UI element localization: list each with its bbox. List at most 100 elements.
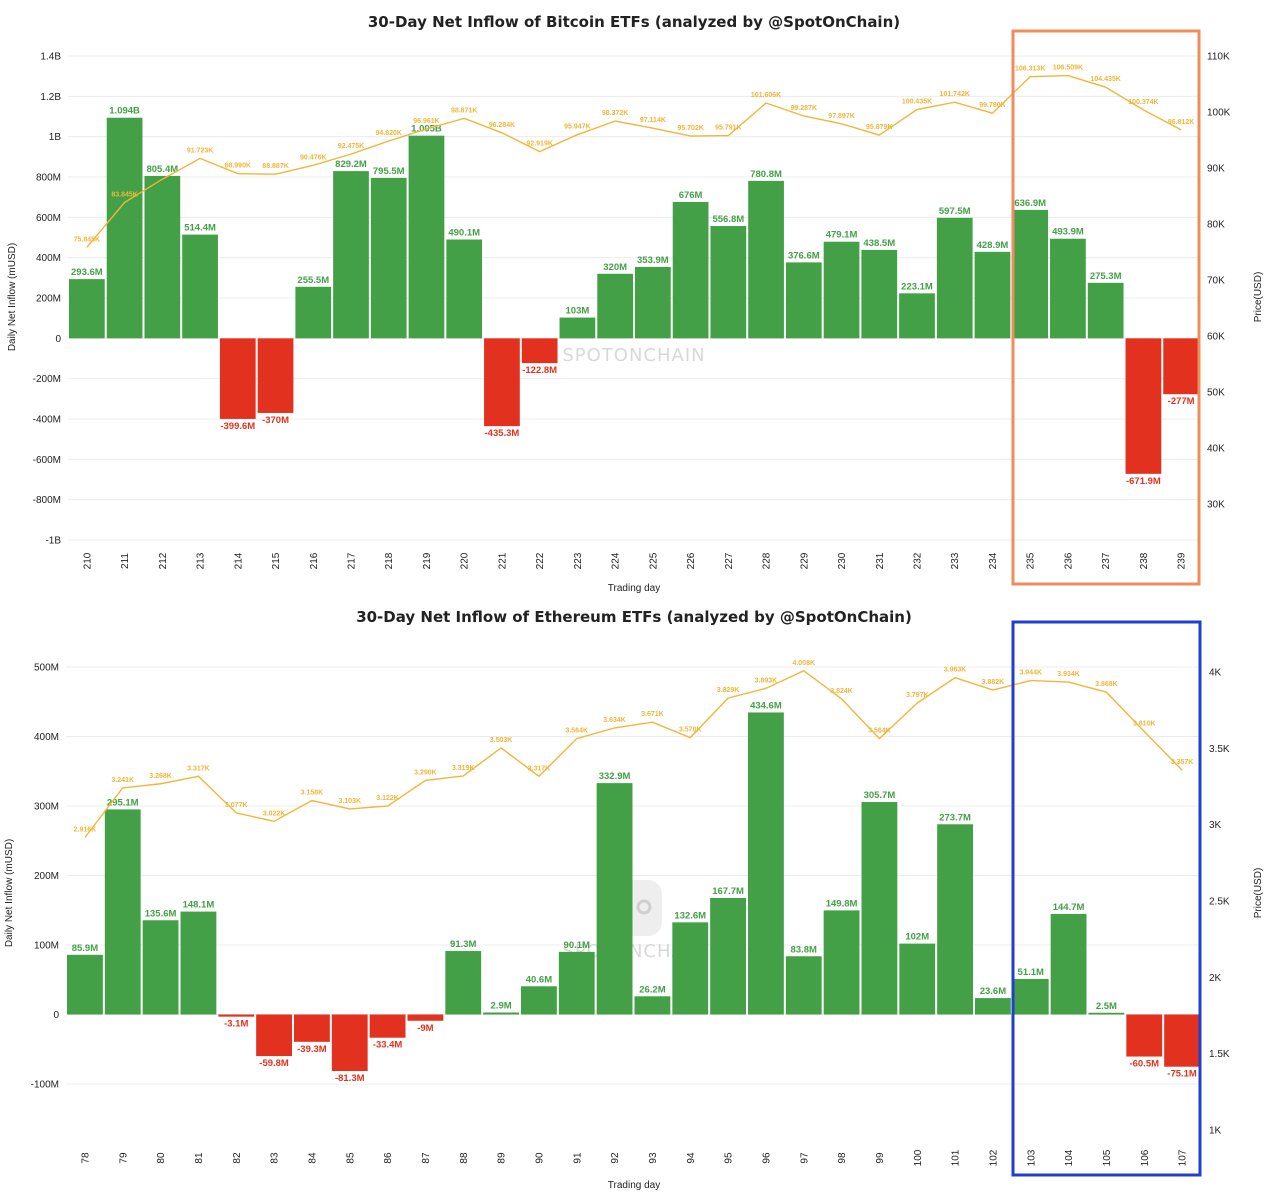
ethereum-price-label: 3.934K <box>1057 671 1080 678</box>
ethereum-bar-label: 91.3M <box>450 939 476 950</box>
bitcoin-price-label: 96.284K <box>489 122 515 129</box>
ethereum-price-label: 2.916K <box>74 826 97 833</box>
bitcoin-price-label: 95.879K <box>866 124 892 131</box>
bitcoin-x-tick-label: 234 <box>988 552 999 569</box>
bitcoin-bar-label: -122.8M <box>522 365 557 376</box>
ethereum-x-tick-label: 100 <box>913 1149 924 1166</box>
bitcoin-bar <box>635 266 671 339</box>
ethereum-bar-label: 273.7M <box>939 812 971 823</box>
bitcoin-price-label: 96.961K <box>413 118 439 125</box>
bitcoin-y-tick-label: 1.2B <box>40 92 61 103</box>
bitcoin-bar <box>823 241 860 339</box>
bitcoin-bar <box>785 262 822 339</box>
ethereum-bar <box>1126 1014 1163 1057</box>
ethereum-x-tick-label: 98 <box>837 1152 848 1164</box>
ethereum-x-tick-label: 91 <box>572 1152 583 1164</box>
bitcoin-price-label: 94.820K <box>375 130 401 137</box>
ethereum-bar-label: 40.6M <box>526 974 552 985</box>
bitcoin-price-label: 91.723K <box>187 147 213 154</box>
bitcoin-bar-label: -435.3M <box>485 428 520 439</box>
ethereum-y2-tick-label: 2K <box>1209 973 1222 984</box>
bitcoin-x-tick-label: 213 <box>196 552 207 569</box>
bitcoin-bar <box>559 317 596 339</box>
bitcoin-y2-tick-label: 60K <box>1207 332 1225 343</box>
bitcoin-price-label: 97.114K <box>640 117 666 124</box>
bitcoin-y2-tick-label: 70K <box>1207 276 1225 287</box>
bitcoin-gridlines <box>68 55 1200 541</box>
ethereum-bar-label: 135.6M <box>145 908 177 919</box>
ethereum-x-tick-label: 93 <box>648 1152 659 1164</box>
ethereum-price-label: 3.158K <box>301 790 324 797</box>
ethereum-bar <box>558 951 595 1015</box>
ethereum-price-label: 3.317K <box>528 765 551 772</box>
ethereum-price-label: 3.077K <box>225 802 248 809</box>
bitcoin-price-label: 104.435K <box>1090 76 1120 83</box>
ethereum-price-label: 3.671K <box>641 711 664 718</box>
ethereum-x-tick-label: 87 <box>421 1152 432 1164</box>
bitcoin-bar <box>710 226 747 339</box>
bitcoin-y-tick-label: 1.4B <box>40 52 61 63</box>
ethereum-price-label: 3.882K <box>982 679 1005 686</box>
ethereum-x-tick-label: 99 <box>875 1152 886 1164</box>
ethereum-bar-label: 102M <box>905 932 929 943</box>
ethereum-bar <box>1012 978 1049 1015</box>
ethereum-y2-axis-title: Price(USD) <box>1253 868 1264 919</box>
ethereum-x-tick-label: 102 <box>988 1149 999 1166</box>
bitcoin-bar <box>974 251 1011 339</box>
ethereum-price-label: 3.824K <box>830 688 853 695</box>
ethereum-x-tick-label: 90 <box>534 1152 545 1164</box>
ethereum-bar-label: 2.5M <box>1096 1001 1117 1012</box>
ethereum-bar <box>1088 1012 1125 1015</box>
bitcoin-x-tick-label: 238 <box>1139 552 1150 569</box>
bitcoin-x-tick-label: 210 <box>82 552 93 569</box>
ethereum-price-label: 3.797K <box>906 692 929 699</box>
bitcoin-price-label: 92.475K <box>338 143 364 150</box>
ethereum-bar <box>748 712 784 1015</box>
bitcoin-bar <box>899 293 935 339</box>
ethereum-x-tick-label: 92 <box>610 1152 621 1164</box>
ethereum-price-label: 4.008K <box>792 660 815 667</box>
ethereum-bar-label: 83.8M <box>791 944 817 955</box>
bitcoin-bar-label: 676M <box>679 190 703 201</box>
bitcoin-bar-label: -399.6M <box>220 421 255 432</box>
bitcoin-bar-label: 795.5M <box>373 166 405 177</box>
ethereum-y-tick-label: 300M <box>34 802 59 813</box>
ethereum-bar <box>294 1014 330 1042</box>
bitcoin-bar <box>219 338 256 419</box>
ethereum-y2-tick-label: 3.5K <box>1209 744 1230 755</box>
bitcoin-y-tick-label: -200M <box>33 374 61 385</box>
bitcoin-y-tick-label: 1B <box>49 132 62 143</box>
bitcoin-price-label: 99.287K <box>791 105 817 112</box>
bitcoin-x-tick-label: 226 <box>686 552 697 569</box>
ethereum-bar <box>67 954 103 1015</box>
bitcoin-x-axis-title: Trading day <box>608 583 660 594</box>
bitcoin-bar-label: 353.9M <box>637 255 669 266</box>
ethereum-x-tick-label: 95 <box>724 1152 735 1164</box>
ethereum-bar <box>218 1014 255 1017</box>
bitcoin-bar-label: 597.5M <box>939 206 971 217</box>
ethereum-y2-tick-label: 1K <box>1209 1126 1222 1137</box>
bitcoin-bar-label: 223.1M <box>901 281 933 292</box>
bitcoin-x-tick-label: 211 <box>120 553 131 569</box>
ethereum-bar <box>899 943 936 1015</box>
ethereum-x-tick-label: 97 <box>799 1152 810 1164</box>
ethereum-bar-label: -75.1M <box>1167 1069 1197 1080</box>
bitcoin-y2-tick-label: 90K <box>1207 164 1225 175</box>
bitcoin-bar-label: -277M <box>1168 396 1195 407</box>
bitcoin-bar <box>1125 338 1162 474</box>
bitcoin-x-tick-label: 227 <box>724 552 735 569</box>
ethereum-bar-label: 167.7M <box>712 886 744 897</box>
bitcoin-price-label: 75.845K <box>74 236 100 243</box>
bitcoin-bar <box>1050 238 1086 339</box>
ethereum-price-label: 3.241K <box>111 777 134 784</box>
bitcoin-x-tick-label: 235 <box>1026 552 1037 569</box>
ethereum-bar-label: 90.1M <box>564 940 590 951</box>
bitcoin-bar <box>144 175 181 339</box>
bitcoin-y2-tick-label: 40K <box>1207 444 1225 455</box>
bitcoin-price-label: 92.919K <box>526 141 552 148</box>
bitcoin-chart-title: 30-Day Net Inflow of Bitcoin ETFs (analy… <box>368 13 900 31</box>
bitcoin-x-tick-label: 219 <box>422 552 433 569</box>
ethereum-x-tick-label: 105 <box>1102 1149 1113 1166</box>
bitcoin-bar <box>182 234 218 339</box>
